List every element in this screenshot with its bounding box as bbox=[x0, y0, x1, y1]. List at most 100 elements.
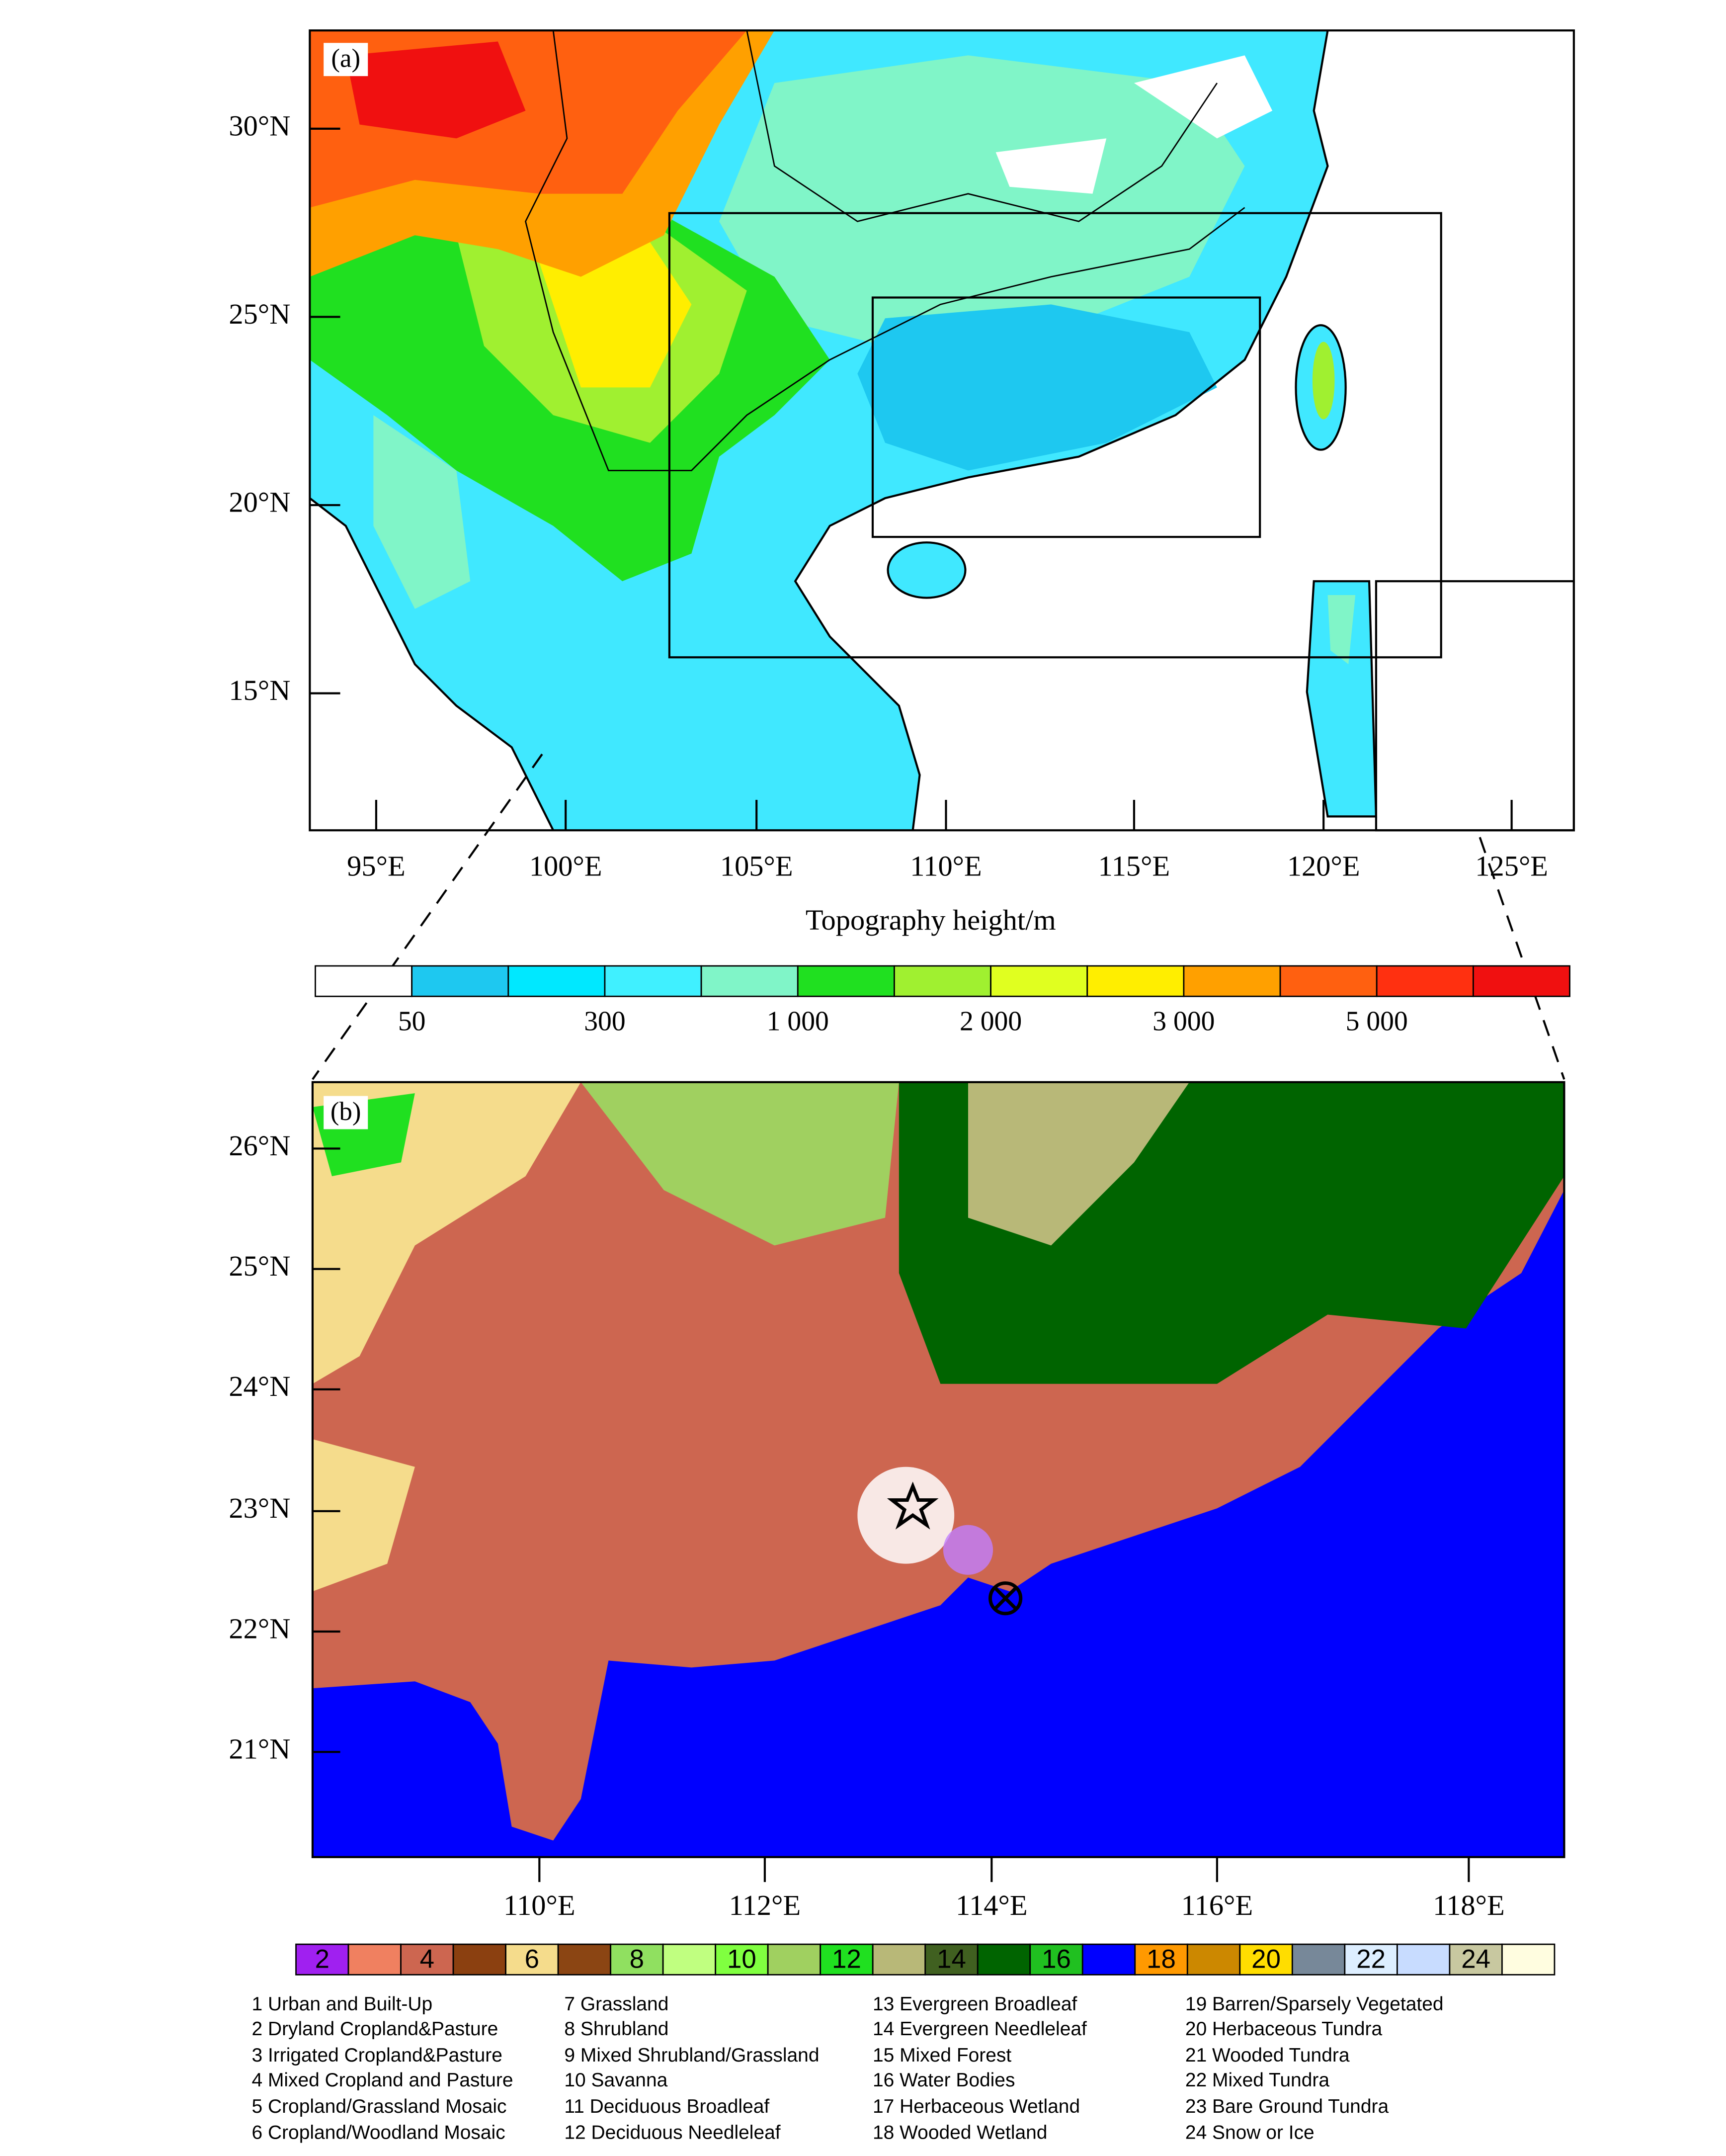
lon-label: 116°E bbox=[1181, 1889, 1253, 1921]
colorbar-segment bbox=[1186, 1943, 1241, 1976]
colorbar-label: 2 bbox=[315, 1944, 329, 1974]
lat-label: 22°N bbox=[229, 1612, 290, 1644]
label-bg bbox=[324, 1096, 368, 1129]
legend-entry: 21 Wooded Tundra bbox=[1185, 2045, 1350, 2066]
colorbar-segment bbox=[1472, 965, 1570, 997]
legend-entry: 8 Shrubland bbox=[564, 2018, 668, 2040]
lon-label: 95°E bbox=[347, 850, 405, 882]
colorbar-label: 4 bbox=[420, 1944, 434, 1974]
colorbar-label: 2 000 bbox=[960, 1006, 1022, 1037]
legend-entry: 3 Irrigated Cropland&Pasture bbox=[251, 2045, 502, 2066]
colorbar-segment bbox=[1449, 1943, 1503, 1976]
legend-entry: 20 Herbaceous Tundra bbox=[1185, 2018, 1383, 2040]
colorbar-segment bbox=[1081, 1943, 1136, 1976]
legend-entry: 11 Deciduous Broadleaf bbox=[564, 2096, 769, 2117]
legend-entry: 10 Savanna bbox=[564, 2070, 667, 2091]
colorbar-segment bbox=[347, 1943, 402, 1976]
lat-label: 23°N bbox=[229, 1492, 290, 1524]
colorbar-label: 18 bbox=[1147, 1944, 1176, 1974]
legend-entry: 13 Evergreen Broadleaf bbox=[873, 1993, 1077, 2015]
legend-entry: 7 Grassland bbox=[564, 1993, 668, 2015]
colorbar-label: 20 bbox=[1251, 1944, 1281, 1974]
colorbar-segment bbox=[1029, 1943, 1083, 1976]
legend-entry: 16 Water Bodies bbox=[873, 2070, 1015, 2091]
colorbar-segment bbox=[924, 1943, 979, 1976]
legend-entry: 5 Cropland/Grassland Mosaic bbox=[251, 2096, 506, 2117]
zoom-line bbox=[312, 753, 543, 1080]
panel-label: (b) bbox=[330, 1097, 361, 1126]
domain-box bbox=[871, 296, 1261, 538]
colorbar-segment bbox=[557, 1943, 612, 1976]
colorbar-label: 24 bbox=[1461, 1944, 1490, 1974]
lat-label: 30°N bbox=[229, 109, 290, 142]
lon-label: 110°E bbox=[503, 1889, 575, 1921]
lat-label: 20°N bbox=[229, 486, 290, 518]
lon-label: 114°E bbox=[956, 1889, 1028, 1921]
colorbar-segment bbox=[1183, 965, 1281, 997]
colorbar-segment bbox=[977, 1943, 1031, 1976]
colorbar-label: 1 000 bbox=[767, 1006, 829, 1037]
topography-map bbox=[310, 30, 1574, 831]
colorbar-segment bbox=[1396, 1943, 1451, 1976]
lon-label: 115°E bbox=[1098, 850, 1170, 882]
colorbar-segment bbox=[797, 965, 895, 997]
lat-label: 21°N bbox=[229, 1733, 290, 1765]
colorbar-segment bbox=[604, 965, 702, 997]
colorbar-label: 22 bbox=[1356, 1944, 1386, 1974]
panel-b-frame bbox=[311, 1081, 1565, 1858]
lon-label: 105°E bbox=[720, 850, 793, 882]
colorbar-label: 14 bbox=[937, 1944, 966, 1974]
lon-label: 120°E bbox=[1287, 850, 1360, 882]
domain-box bbox=[668, 212, 1442, 659]
colorbar-segment bbox=[715, 1943, 769, 1976]
colorbar-segment bbox=[1501, 1943, 1556, 1976]
colorbar-segment bbox=[767, 1943, 822, 1976]
colorbar-label: 16 bbox=[1042, 1944, 1071, 1974]
colorbar-segment bbox=[507, 965, 606, 997]
legend-entry: 23 Bare Ground Tundra bbox=[1185, 2096, 1389, 2117]
colorbar-segment bbox=[1086, 965, 1185, 997]
lat-label: 24°N bbox=[229, 1370, 290, 1402]
lon-label: 125°E bbox=[1475, 850, 1548, 882]
legend-entry: 22 Mixed Tundra bbox=[1185, 2070, 1329, 2091]
colorbar-segment bbox=[610, 1943, 664, 1976]
colorbar-label: 6 bbox=[525, 1944, 539, 1974]
land-use-map bbox=[312, 1082, 1564, 1857]
panel-label: (a) bbox=[331, 44, 360, 73]
colorbar-segment bbox=[662, 1943, 717, 1976]
legend-entry: 14 Evergreen Needleleaf bbox=[873, 2018, 1087, 2040]
colorbar-label: 5 000 bbox=[1346, 1006, 1408, 1037]
colorbar-label: 50 bbox=[398, 1006, 426, 1037]
legend-entry: 9 Mixed Shrubland/Grassland bbox=[564, 2045, 819, 2066]
label-bg bbox=[324, 43, 368, 77]
colorbar-label: 8 bbox=[630, 1944, 644, 1974]
legend-entry: 17 Herbaceous Wetland bbox=[873, 2096, 1080, 2117]
panel-a-frame bbox=[309, 29, 1575, 832]
lon-label: 110°E bbox=[910, 850, 982, 882]
colorbar-segment bbox=[894, 965, 991, 997]
star-marker bbox=[887, 1481, 939, 1530]
legend-entry: 19 Barren/Sparsely Vegetated bbox=[1185, 1993, 1444, 2015]
colorbar-segment bbox=[872, 1943, 926, 1976]
colorbar-segment bbox=[452, 1943, 506, 1976]
colorbar-segment bbox=[1134, 1943, 1188, 1976]
legend-entry: 1 Urban and Built-Up bbox=[251, 1993, 432, 2015]
lat-label: 25°N bbox=[229, 298, 290, 330]
lon-label: 118°E bbox=[1433, 1889, 1505, 1921]
legend-entry: 15 Mixed Forest bbox=[873, 2045, 1011, 2066]
colorbar-segment bbox=[700, 965, 799, 997]
lat-label: 15°N bbox=[229, 674, 290, 706]
colorbar-title: Topography height/m bbox=[806, 904, 1056, 936]
legend-entry: 2 Dryland Cropland&Pasture bbox=[251, 2018, 498, 2040]
colorbar-segment bbox=[1376, 965, 1474, 997]
colorbar-label: 300 bbox=[584, 1006, 625, 1037]
legend-entry: 24 Snow or Ice bbox=[1185, 2122, 1315, 2144]
lat-label: 26°N bbox=[229, 1129, 290, 1162]
station-marker bbox=[988, 1581, 1023, 1616]
legend-entry: 4 Mixed Cropland and Pasture bbox=[251, 2070, 513, 2091]
colorbar-label: 10 bbox=[727, 1944, 756, 1974]
legend-entry: 6 Cropland/Woodland Mosaic bbox=[251, 2122, 505, 2144]
lon-label: 112°E bbox=[729, 1889, 801, 1921]
